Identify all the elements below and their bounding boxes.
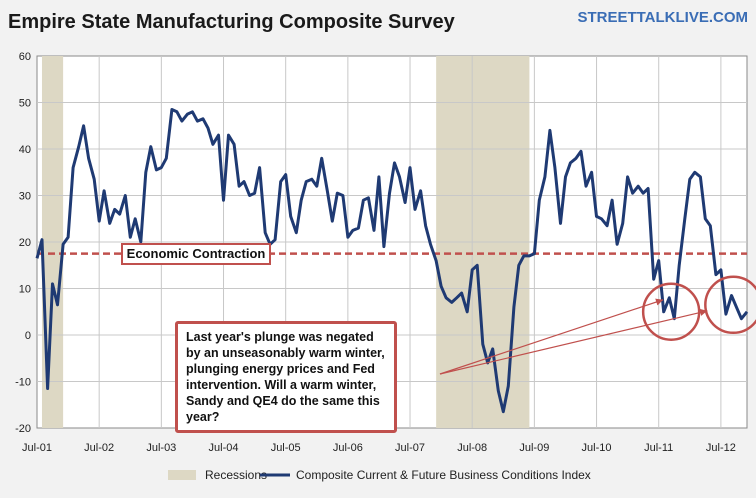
gridlines — [37, 56, 747, 428]
x-tick-label: Jul-11 — [644, 442, 673, 454]
y-tick-label: 20 — [19, 237, 31, 249]
y-tick-label: 40 — [19, 144, 31, 156]
series-line-0 — [35, 108, 749, 414]
legend-recession-swatch — [168, 470, 196, 480]
x-tick-label: Jul-08 — [457, 442, 487, 454]
arrow-to-2012-dip — [439, 308, 708, 375]
x-tick-label: Jul-05 — [271, 442, 301, 454]
y-tick-label: 30 — [19, 191, 31, 203]
x-tick-label: Jul-10 — [582, 442, 612, 454]
y-axis-ticks: 60 50 40 30 20 10 0 -10 -20 — [15, 51, 31, 435]
y-tick-label: 50 — [19, 98, 31, 110]
x-tick-label: Jul-03 — [146, 442, 176, 454]
x-tick-label: Jul-06 — [333, 442, 363, 454]
legend-series-label: Composite Current & Future Business Cond… — [296, 468, 591, 482]
circle-2012-dip — [704, 275, 756, 335]
y-tick-label: -20 — [15, 423, 31, 435]
y-tick-label: 60 — [19, 51, 31, 63]
y-tick-label: 10 — [19, 284, 31, 296]
x-tick-label: Jul-04 — [209, 442, 239, 454]
y-tick-label: 0 — [25, 330, 31, 342]
arrow-to-2011-dip — [439, 298, 664, 375]
x-tick-label: Jul-02 — [84, 442, 114, 454]
x-tick-label: Jul-12 — [706, 442, 736, 454]
brand-label: STREETTALKLIVE.COM — [577, 9, 748, 26]
annotation-overlay — [439, 275, 756, 375]
legend-recessions-label: Recessions — [205, 468, 267, 482]
x-tick-label: Jul-07 — [395, 442, 425, 454]
x-tick-label: Jul-09 — [519, 442, 549, 454]
series-layer — [35, 108, 749, 414]
chart-title: Empire State Manufacturing Composite Sur… — [8, 11, 456, 33]
x-axis-ticks: Jul-01 Jul-02 Jul-03 Jul-04 Jul-05 Jul-06 Jul-… — [22, 442, 736, 454]
x-tick-label: Jul-01 — [22, 442, 52, 454]
economic-contraction-label: Economic Contraction — [121, 243, 271, 265]
y-tick-label: -10 — [15, 377, 31, 389]
annotation-callout: Last year's plunge was negated by an uns… — [175, 321, 397, 433]
circle-2011-dip — [641, 282, 701, 341]
